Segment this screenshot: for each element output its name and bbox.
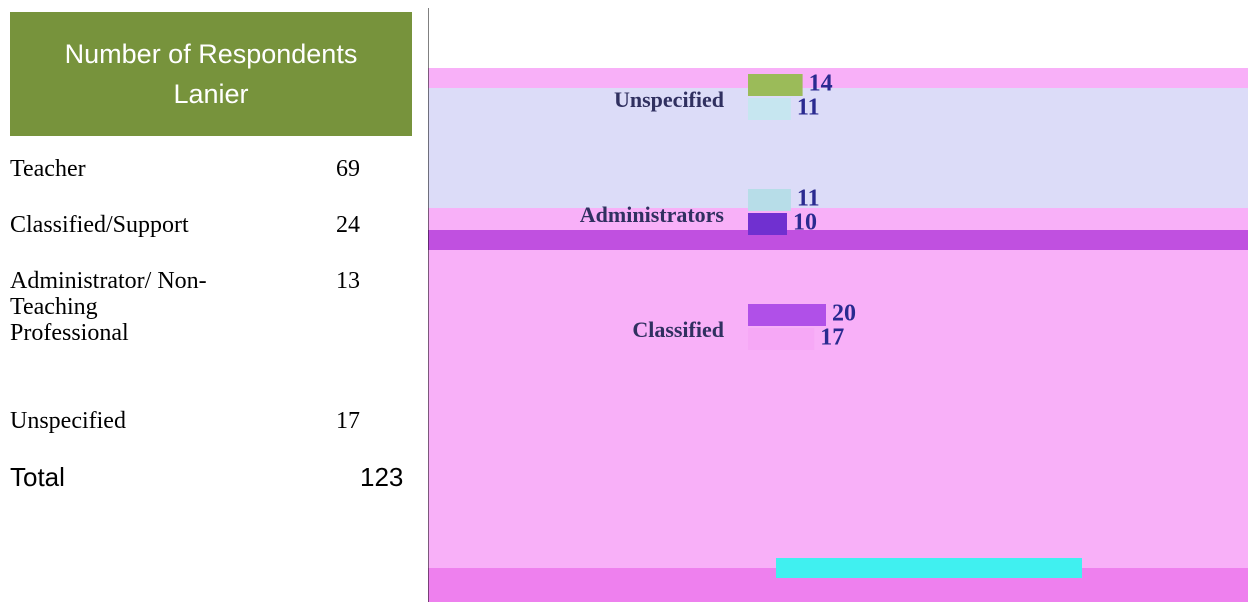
value-label: 11: [797, 95, 820, 121]
chart-band: [428, 8, 1248, 68]
bar: [748, 304, 826, 326]
bar: [748, 98, 791, 120]
category-label: Administrators: [580, 202, 725, 227]
row-label: Administrator/ Non-Teaching Professional: [10, 268, 207, 346]
chart-band: [776, 558, 1082, 578]
chart-band: [428, 88, 1248, 208]
bar: [748, 189, 791, 211]
row-value: 69: [336, 156, 360, 182]
row-label: Unspecified: [10, 408, 126, 434]
bar: [748, 74, 803, 96]
row-value: 13: [336, 268, 360, 294]
value-label: 20: [832, 301, 856, 327]
header-line: Number of Respondents: [64, 39, 358, 69]
table-header: Number of Respondents Lanier: [10, 12, 412, 136]
value-label: 14: [809, 71, 833, 97]
row-value: 24: [336, 212, 360, 238]
row-value: 17: [336, 408, 360, 434]
header-line: Lanier: [173, 79, 249, 109]
category-label: Classified: [632, 317, 724, 342]
value-label: 17: [820, 325, 844, 351]
bar: [748, 328, 815, 350]
row-label: Classified/Support: [10, 212, 189, 238]
row-label: Teacher: [10, 156, 86, 182]
category-label: Unspecified: [614, 87, 724, 112]
bar: [748, 213, 787, 235]
chart-band: [428, 230, 1248, 250]
row-label: Total: [10, 462, 65, 492]
value-label: 11: [797, 186, 820, 212]
chart: Unspecified1411Administrators1110Classif…: [428, 8, 1248, 602]
row-value: 123: [360, 462, 404, 492]
value-label: 10: [793, 210, 817, 236]
